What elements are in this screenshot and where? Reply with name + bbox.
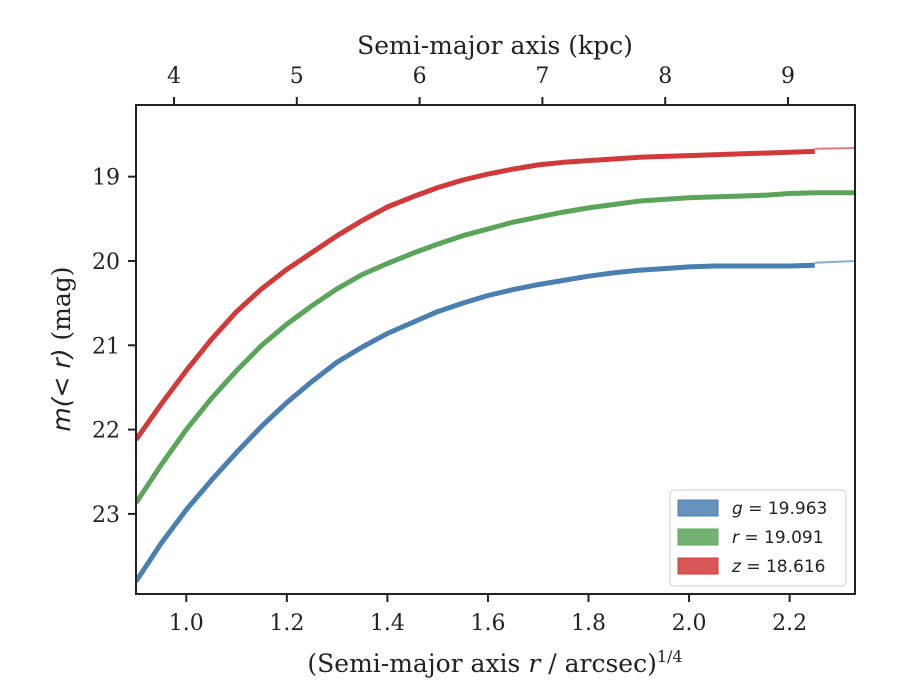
- top-tick-label: 8: [658, 64, 672, 89]
- y-tick-label: 20: [92, 250, 120, 275]
- top-axis-title: Semi-major axis (kpc): [357, 31, 633, 60]
- x-axis-title: (Semi-major axis r / arcsec)1/4: [307, 647, 682, 678]
- top-tick-label: 7: [535, 64, 549, 89]
- y-tick-label: 23: [92, 503, 120, 528]
- series-z-extension: [814, 147, 855, 150]
- x-tick-label: 2.2: [772, 611, 807, 636]
- x-tick-label: 1.2: [269, 611, 304, 636]
- legend-swatch-z: [677, 557, 719, 575]
- y-axis-title-suffix: (mag): [47, 266, 76, 348]
- y-tick-label: 22: [92, 419, 120, 444]
- series-z-line: [136, 148, 815, 442]
- legend-value-r: = 19.091: [739, 528, 824, 548]
- legend-value-g: = 19.963: [743, 499, 828, 519]
- x-axis-title-suffix: / arcsec): [540, 649, 657, 678]
- x-tick-label: 2.0: [672, 611, 707, 636]
- legend-var-g: g: [732, 499, 743, 519]
- series-r-line: [136, 190, 855, 505]
- x-tick-label: 1.0: [169, 611, 204, 636]
- series-layer: [136, 147, 855, 583]
- legend-swatch-g: [677, 499, 719, 517]
- top-tick-label: 9: [781, 64, 795, 89]
- series-g-extension: [814, 260, 855, 264]
- legend-label-r: r = 19.091: [732, 528, 824, 548]
- legend-label-g: g = 19.963: [732, 499, 827, 519]
- top-tick-label: 5: [290, 64, 304, 89]
- x-axis-title-prefix: (Semi-major axis: [307, 649, 528, 678]
- y-tick-label: 21: [92, 334, 120, 359]
- x-tick-label: 1.4: [370, 611, 405, 636]
- legend-var-r: r: [732, 528, 740, 548]
- legend-label-z: z = 18.616: [731, 557, 825, 577]
- x-axis-title-var: r: [528, 649, 542, 678]
- ticks-layer: 1.0 1.2 1.4 1.6 1.8 2.0 2.2 19 20 21 22 23 4 5 6 7 8 9: [92, 64, 807, 636]
- y-tick-label: 19: [92, 166, 120, 191]
- top-tick-label: 6: [413, 64, 427, 89]
- y-axis-title-prefix: m(< r): [47, 349, 76, 432]
- x-tick-label: 1.6: [470, 611, 505, 636]
- legend-swatch-r: [677, 528, 719, 546]
- legend-var-z: z: [731, 557, 742, 577]
- top-tick-label: 4: [167, 64, 181, 89]
- legend-value-z: = 18.616: [741, 557, 826, 577]
- y-axis-title: m(< r) (mag): [47, 266, 76, 431]
- x-tick-label: 1.8: [571, 611, 606, 636]
- x-axis-title-sup: 1/4: [657, 647, 683, 666]
- series-g-line: [136, 262, 815, 583]
- plot-frame: [135, 104, 856, 595]
